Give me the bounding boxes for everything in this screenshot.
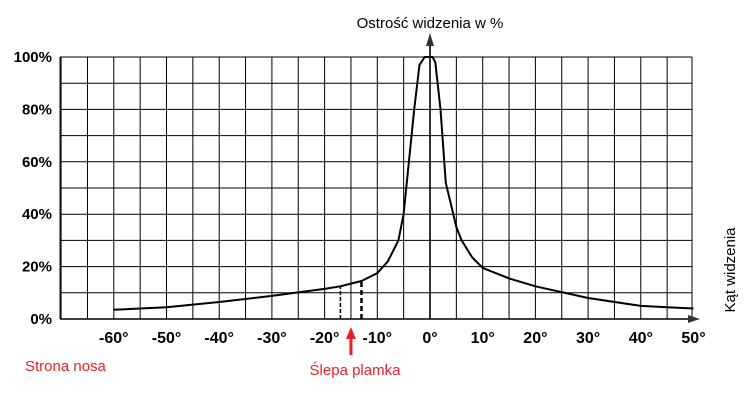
y-axis-title: Ostrość widzenia w % bbox=[357, 15, 504, 32]
x-tick-label: 10° bbox=[471, 330, 495, 347]
y-tick-label: 40% bbox=[22, 206, 52, 223]
x-axis-title: Kąt widzenia bbox=[722, 227, 739, 313]
y-axis-arrow-icon bbox=[426, 33, 434, 46]
y-tick-label: 60% bbox=[22, 154, 52, 171]
x-tick-label: -30° bbox=[257, 330, 287, 347]
x-tick-label: 50° bbox=[681, 330, 705, 347]
y-tick-label: 0% bbox=[30, 311, 52, 328]
y-tick-label: 100% bbox=[14, 49, 52, 66]
x-tick-label: -20° bbox=[310, 330, 340, 347]
x-tick-label: -10° bbox=[363, 330, 393, 347]
x-tick-label: 0° bbox=[422, 330, 437, 347]
tick-labels: -60° -50° -40° -30° -20° -10° 0° 10° 20° 30° 40° 50… bbox=[14, 49, 706, 347]
x-tick-label: 40° bbox=[629, 330, 653, 347]
blind-spot-label: Ślepa plamka bbox=[310, 361, 402, 379]
axes bbox=[60, 33, 700, 323]
y-tick-label: 20% bbox=[22, 259, 52, 276]
grid bbox=[59, 56, 693, 320]
x-tick-label: 20° bbox=[523, 330, 547, 347]
x-tick-label: 30° bbox=[576, 330, 600, 347]
x-tick-label: -40° bbox=[204, 330, 234, 347]
blind-spot-markers bbox=[339, 281, 363, 319]
x-tick-label: -60° bbox=[99, 330, 129, 347]
nose-side-label: Strona nosa bbox=[25, 358, 107, 375]
acuity-curve bbox=[113, 56, 694, 311]
y-tick-label: 80% bbox=[22, 101, 52, 118]
x-axis-arrow-icon bbox=[688, 315, 700, 323]
acuity-curve-layer bbox=[113, 56, 694, 311]
x-tick-label: -50° bbox=[152, 330, 182, 347]
blind-spot-arrow-icon bbox=[345, 327, 356, 355]
